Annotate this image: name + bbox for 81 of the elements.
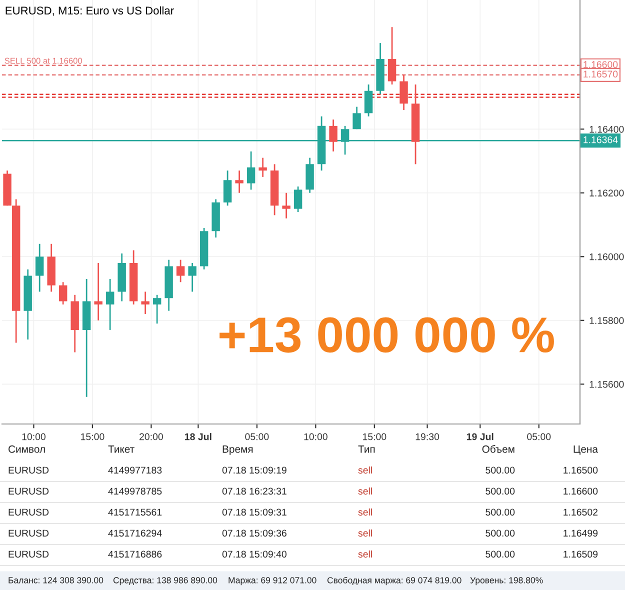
annotation: +13 000 000 % [220,317,554,353]
text: EURUSD [8,488,49,495]
candlestick [176,259,185,283]
candlestick [329,118,338,152]
text: 500.00 [486,530,515,537]
text: sell [358,487,372,495]
x-tick-label: 20:00 [140,433,163,440]
candlestick [188,262,196,292]
candlestick [258,157,267,178]
text: 500.00 [486,508,515,516]
x-tick-label: 15:00 [81,433,104,440]
text: Свободная маржа: 69 074 819.00 [327,576,462,586]
candlestick [388,26,396,86]
text: 4151715561 [108,508,162,516]
candlestick [364,84,373,118]
candlestick [58,281,68,306]
x-tick-label: 05:00 [527,433,551,440]
y-tick-label: 1.15800 [590,317,624,324]
candlestick [400,74,408,111]
x-tick-label: 10:00 [304,433,328,440]
candlestick [352,106,361,130]
text: 1.16509 [564,550,598,558]
text: 1.16600 [564,488,598,495]
ref-line-label: 1.16600 [584,61,618,68]
text: Цена [574,446,598,455]
text: EURUSD [8,530,49,537]
text: sell [358,529,372,537]
candlestick [141,291,150,315]
text: 4149977183 [108,466,162,474]
x-tick-label: 10:00 [22,433,46,440]
text: 500.00 [486,466,515,474]
text: 07.18 15:09:36 [222,530,286,537]
y-tick-label: 1.15600 [590,380,624,388]
ref-line-label: 1.16364 [584,136,618,144]
text: 4149978785 [108,488,162,495]
y-tick-label: 1.16000 [590,253,624,260]
text: sell [358,550,372,558]
x-tick-label: 19:30 [416,433,440,440]
text: Символ [8,445,45,453]
text: 1.16500 [564,466,598,474]
text: 500.00 [486,550,515,558]
text: sell [358,466,372,474]
text: sell [358,508,372,516]
text: Маржа: 69 912 071.00 [228,577,316,586]
text: Тип [358,446,375,453]
text: 07.18 15:09:19 [222,466,286,474]
text: Тикет [108,446,134,453]
chart-title: EURUSD, M15: Euro vs US Dollar [6,6,174,16]
candlestick [235,170,244,194]
candlestick [152,294,162,324]
text: 4151716294 [108,530,162,537]
text: Средства: 138 986 890.00 [113,577,218,586]
x-tick-label: 18 Jul [185,433,212,440]
candlestick [94,262,102,322]
text: EURUSD [8,466,49,474]
x-tick-label: 15:00 [362,433,386,440]
x-tick-label: 05:00 [245,433,269,440]
y-tick-label: 1.16400 [590,126,624,133]
candlestick [294,186,302,213]
text: 07.18 15:09:40 [222,550,286,558]
x-tick-label: 19 Jul [466,433,494,440]
text: EURUSD [8,550,49,558]
text: 07.18 15:09:31 [222,508,286,516]
text: EURUSD [8,508,49,516]
text: Объем [482,445,514,453]
y-tick-label: 1.16200 [590,190,624,196]
candlestick [246,150,256,190]
text: 1.16499 [564,530,598,537]
text: Баланс: 124 308 390.00 [8,577,104,584]
candlestick [282,192,290,220]
text: 07.18 16:23:31 [222,488,286,495]
text: 500.00 [486,488,515,495]
ref-line-label: 1.16570 [584,70,618,78]
text: Время [222,446,253,455]
candlestick [223,170,232,206]
annotation: SELL 500 at 1.16600 [4,58,82,64]
text: 1.16502 [564,508,598,516]
candlestick [35,243,44,292]
candlestick [106,278,114,331]
text: 4151716886 [108,550,162,558]
text: Уровень: 198.80% [470,577,543,586]
